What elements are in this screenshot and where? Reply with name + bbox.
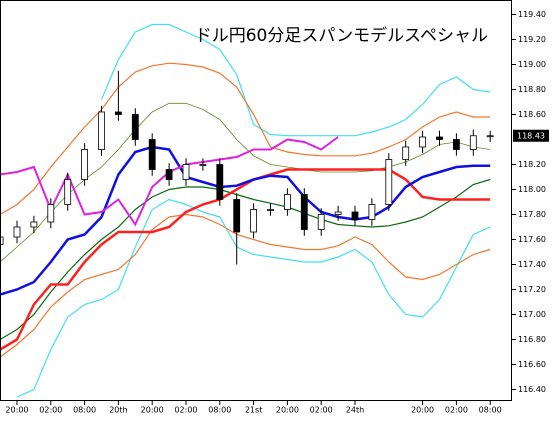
- candle-body: [402, 146, 410, 160]
- candle-body: [47, 204, 55, 223]
- y-tick-label: 118.80: [518, 85, 546, 94]
- candle-body: [419, 136, 427, 148]
- candle-body: [233, 199, 241, 233]
- y-tick-label: 118.00: [518, 185, 546, 194]
- candle-body: [334, 211, 342, 215]
- y-tick-label: 117.40: [518, 260, 546, 269]
- candle-body: [98, 111, 105, 150]
- x-tick-label: 20th: [109, 406, 127, 415]
- chart-title: ドル円60分足スパンモデルスペシャル: [195, 25, 488, 46]
- candle-body: [182, 164, 190, 180]
- y-tick-label: 118.60: [518, 110, 546, 119]
- candle-body: [250, 209, 258, 233]
- y-tick-label: 116.80: [518, 335, 546, 344]
- line-series: [0, 213, 491, 358]
- candle-body: [283, 194, 291, 210]
- candle-body: [300, 194, 308, 230]
- candle-body: [317, 214, 325, 230]
- x-tick-label: 08:00: [73, 406, 96, 415]
- candle-body: [368, 204, 376, 220]
- candle-body: [486, 135, 494, 138]
- candle-body: [115, 111, 122, 115]
- x-tick-label: 02:00: [39, 406, 62, 415]
- line-series: [0, 102, 491, 263]
- y-tick-label: 116.40: [518, 385, 546, 394]
- line-series: [0, 145, 491, 296]
- x-tick-label: 24th: [346, 406, 364, 415]
- candle-body: [216, 164, 224, 200]
- line-series: [0, 178, 491, 341]
- x-tick-label: 02:00: [445, 406, 468, 415]
- candle-body: [131, 114, 139, 140]
- y-tick-label: 119.00: [518, 60, 546, 69]
- line-series: [16, 198, 491, 398]
- candle-body: [267, 209, 274, 211]
- candle-body: [13, 226, 21, 238]
- x-tick-label: 08:00: [479, 406, 502, 415]
- y-tick-label: 117.00: [518, 310, 546, 319]
- y-tick-label: 118.20: [518, 160, 546, 169]
- candle-body: [199, 164, 207, 166]
- candle-body: [452, 139, 460, 150]
- x-tick-label: 20:00: [5, 406, 28, 415]
- candle-body: [385, 159, 393, 205]
- plot-frame: [0, 0, 512, 401]
- candle-body: [30, 221, 38, 228]
- candle-body: [81, 149, 88, 180]
- candle-body: [436, 136, 443, 140]
- y-tick-label: 117.60: [518, 235, 546, 244]
- y-tick-label: 117.80: [518, 210, 546, 219]
- y-tick-label: 116.60: [518, 360, 546, 369]
- x-tick-label: 20:00: [141, 406, 164, 415]
- last-price-label: 118.43: [517, 131, 545, 140]
- x-tick-label: 20:00: [276, 406, 299, 415]
- candle-body: [64, 179, 72, 205]
- candle-body: [148, 139, 156, 170]
- x-tick-label: 02:00: [174, 406, 197, 415]
- line-series: [100, 23, 491, 137]
- last-price-box: [513, 129, 549, 142]
- candle-body: [351, 211, 359, 220]
- x-tick-label: 02:00: [310, 406, 333, 415]
- line-series: [0, 168, 491, 351]
- candle-body: [165, 169, 173, 180]
- x-tick-label: 08:00: [208, 406, 231, 415]
- x-tick-label: 21st: [245, 406, 262, 415]
- candle-body: [469, 135, 477, 150]
- x-tick-label: 20:00: [411, 406, 434, 415]
- y-tick-label: 119.40: [518, 10, 546, 19]
- y-tick-label: 119.20: [518, 35, 546, 44]
- plot-area: [0, 23, 494, 398]
- y-tick-label: 117.20: [518, 285, 546, 294]
- line-series: [0, 62, 491, 216]
